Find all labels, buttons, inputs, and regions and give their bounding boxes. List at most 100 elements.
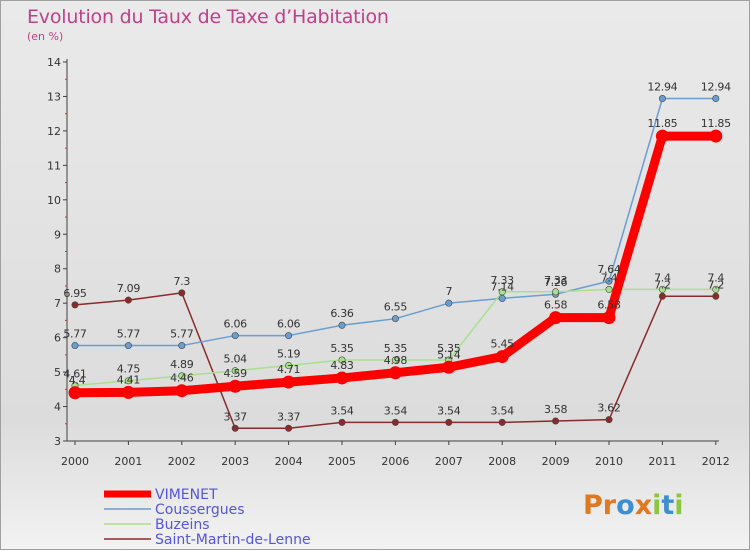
data-point: [68, 386, 82, 400]
data-point: [228, 379, 242, 393]
y-tick-label: 11: [47, 159, 61, 172]
data-label: 6.58: [597, 299, 621, 312]
data-label: 7.4: [708, 271, 725, 284]
x-tick-label: 2008: [488, 455, 516, 468]
y-tick-label: 8: [54, 263, 61, 276]
data-point: [658, 292, 666, 300]
data-point: [658, 285, 666, 293]
data-labels-saint-martin-de-lenne: 6.95 7.09 7.3 3.37 3.37 3.54 3.54 3.54 3.54 3.58 3…: [63, 275, 724, 423]
data-point: [71, 301, 79, 309]
data-label: 5.35: [437, 342, 461, 355]
data-point: [605, 416, 613, 424]
data-label: 5.14: [437, 348, 461, 361]
data-label: 5.45: [491, 338, 515, 351]
proxiti-logo: Proxiti: [583, 490, 684, 521]
data-point: [442, 360, 456, 374]
data-point: [121, 385, 135, 399]
y-tick-label: 4: [54, 401, 61, 414]
data-point: [285, 362, 293, 370]
data-point: [231, 424, 239, 432]
data-point: [552, 288, 560, 296]
data-label: 3.54: [437, 404, 461, 417]
data-label: 4.75: [117, 363, 141, 376]
data-point: [445, 299, 453, 307]
data-label: 6.06: [277, 318, 301, 331]
data-point: [388, 366, 402, 380]
data-label: 3.62: [597, 402, 620, 415]
series-vimenet: [68, 129, 723, 400]
data-point: [178, 372, 186, 380]
data-label: 6.36: [330, 307, 354, 320]
data-point: [335, 371, 349, 385]
data-point: [391, 418, 399, 426]
chart-title: Evolution du Taux de Taxe d’Habitation: [27, 6, 389, 28]
data-label: 6.55: [384, 301, 408, 314]
x-tick-label: 2011: [648, 455, 676, 468]
x-tick-label: 2007: [435, 455, 463, 468]
data-label: 5.77: [117, 328, 141, 341]
data-point: [709, 129, 723, 143]
data-label: 4.83: [330, 359, 354, 372]
chart-subtitle: (en %): [27, 30, 64, 43]
x-tick-label: 2010: [595, 455, 623, 468]
y-tick-label: 6: [54, 332, 61, 345]
x-tick-label: 2000: [61, 455, 89, 468]
data-point: [495, 350, 509, 364]
data-point: [712, 292, 720, 300]
data-point: [338, 321, 346, 329]
legend-label: Coussergues: [155, 502, 245, 518]
data-point: [549, 311, 563, 325]
data-label: 3.54: [330, 404, 354, 417]
legend-label: Buzeins: [155, 517, 210, 533]
data-label: 12.94: [701, 81, 731, 94]
x-tick-label: 2009: [542, 455, 570, 468]
data-label: 7.2: [654, 278, 671, 291]
data-label: 4.61: [63, 368, 86, 381]
data-point: [285, 424, 293, 432]
data-point: [498, 418, 506, 426]
y-tick-label: 7: [54, 297, 61, 310]
data-point: [71, 342, 79, 350]
data-point: [658, 95, 666, 103]
data-label: 4.89: [170, 358, 194, 371]
data-label: 7.64: [597, 263, 621, 276]
data-labels-buzeins: 4.61 4.75 4.89 5.04 5.19 5.35 5.35 5.35 7.33 7.33…: [63, 271, 724, 380]
data-point: [231, 332, 239, 340]
x-tick-label: 2005: [328, 455, 356, 468]
data-point: [498, 288, 506, 296]
data-label: 3.54: [491, 404, 515, 417]
data-label: 7.09: [117, 282, 141, 295]
data-label: 5.77: [170, 328, 194, 341]
data-point: [712, 285, 720, 293]
legend: VIMENETCousserguesBuzeinsSaint-Martin-de…: [104, 487, 311, 548]
data-point: [178, 342, 186, 350]
data-label: 7: [445, 285, 452, 298]
data-label: 6.06: [224, 318, 248, 331]
data-point: [124, 296, 132, 304]
data-label: 3.58: [544, 403, 568, 416]
x-tick-label: 2003: [221, 455, 249, 468]
data-label: 7.2: [708, 278, 725, 291]
data-point: [712, 95, 720, 103]
data-label: 5.77: [63, 328, 87, 341]
y-tick-label: 12: [47, 125, 61, 138]
data-label: 3.54: [384, 404, 408, 417]
data-label: 7.3: [174, 275, 191, 288]
data-point: [285, 332, 293, 340]
logo-letter: i: [652, 490, 662, 521]
data-point: [175, 384, 189, 398]
x-tick-label: 2001: [114, 455, 142, 468]
data-label: 7.33: [544, 274, 568, 287]
data-label: 11.85: [701, 117, 731, 130]
data-label: 5.35: [330, 342, 354, 355]
data-point: [231, 367, 239, 375]
legend-label: VIMENET: [155, 487, 218, 503]
data-label: 3.37: [224, 410, 248, 423]
y-tick-label: 13: [47, 90, 61, 103]
data-point: [655, 129, 669, 143]
logo-letter: o: [616, 490, 635, 521]
data-point: [602, 311, 616, 325]
data-label: 6.58: [544, 299, 568, 312]
